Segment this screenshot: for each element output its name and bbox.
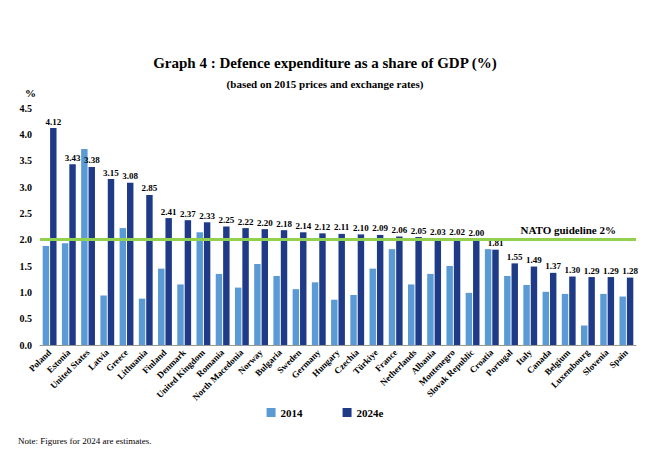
svg-text:France: France xyxy=(373,347,400,374)
svg-text:2.10: 2.10 xyxy=(353,223,369,233)
svg-text:United Kingdom: United Kingdom xyxy=(154,347,207,400)
svg-text:2014: 2014 xyxy=(281,407,304,419)
svg-text:1.5: 1.5 xyxy=(20,261,33,272)
svg-text:2.20: 2.20 xyxy=(257,218,273,228)
svg-text:2.06: 2.06 xyxy=(392,225,408,235)
svg-text:Italy: Italy xyxy=(514,347,534,368)
svg-text:United States: United States xyxy=(48,347,92,391)
svg-text:Belgium: Belgium xyxy=(542,347,573,378)
svg-text:Czechia: Czechia xyxy=(332,347,361,377)
svg-text:(based on 2015 prices and exch: (based on 2015 prices and exchange rates… xyxy=(227,78,424,91)
svg-text:2.5: 2.5 xyxy=(20,208,33,219)
svg-text:1.81: 1.81 xyxy=(487,238,504,249)
svg-text:Spain: Spain xyxy=(607,347,630,370)
svg-text:Hungary: Hungary xyxy=(310,347,342,379)
svg-text:Germany: Germany xyxy=(289,347,323,381)
svg-text:3.5: 3.5 xyxy=(20,155,33,166)
svg-text:%: % xyxy=(25,87,36,99)
svg-text:Montenegro: Montenegro xyxy=(416,347,457,388)
svg-text:Poland: Poland xyxy=(27,347,54,374)
svg-text:Finland: Finland xyxy=(140,347,169,376)
svg-text:2.33: 2.33 xyxy=(199,211,215,221)
svg-text:2.12: 2.12 xyxy=(315,222,331,232)
svg-text:Luxembourg: Luxembourg xyxy=(549,347,592,390)
svg-text:2.22: 2.22 xyxy=(238,217,254,227)
svg-text:Romania: Romania xyxy=(194,347,227,380)
svg-text:2.25: 2.25 xyxy=(218,215,234,225)
svg-text:Norway: Norway xyxy=(236,347,265,377)
svg-text:Estonia: Estonia xyxy=(44,347,73,375)
svg-text:NATO guideline 2%: NATO guideline 2% xyxy=(520,224,616,236)
svg-text:Croatia: Croatia xyxy=(467,347,496,376)
svg-text:4.12: 4.12 xyxy=(45,117,61,127)
svg-text:North Macedonia: North Macedonia xyxy=(191,347,246,402)
svg-text:3.43: 3.43 xyxy=(65,153,81,163)
svg-text:2.02: 2.02 xyxy=(449,227,465,237)
svg-text:Canada: Canada xyxy=(524,347,553,376)
svg-text:1.28: 1.28 xyxy=(622,266,638,276)
svg-text:3.38: 3.38 xyxy=(84,155,100,165)
svg-text:2.85: 2.85 xyxy=(142,183,158,193)
svg-text:Slovenia: Slovenia xyxy=(581,347,611,377)
svg-text:Latvia: Latvia xyxy=(86,347,111,373)
svg-text:Note: Figures for 2024 are est: Note: Figures for 2024 are estimates. xyxy=(18,436,151,446)
svg-text:2.0: 2.0 xyxy=(20,234,33,245)
svg-text:Albania: Albania xyxy=(409,347,438,377)
svg-text:2.11: 2.11 xyxy=(334,222,350,232)
svg-text:Graph 4 : Defence expenditure: Graph 4 : Defence expenditure as a share… xyxy=(153,55,497,72)
svg-text:Sweden: Sweden xyxy=(275,347,304,376)
svg-text:3.15: 3.15 xyxy=(103,168,119,178)
svg-text:1.30: 1.30 xyxy=(565,265,581,275)
svg-text:4.5: 4.5 xyxy=(20,103,33,114)
svg-text:Türkiye: Türkiye xyxy=(351,347,380,376)
svg-text:1.0: 1.0 xyxy=(20,287,33,298)
svg-text:2024e: 2024e xyxy=(357,407,384,419)
svg-text:2.37: 2.37 xyxy=(180,209,196,219)
svg-text:3.0: 3.0 xyxy=(20,182,33,193)
svg-text:2.00: 2.00 xyxy=(468,228,484,238)
svg-text:1.29: 1.29 xyxy=(584,266,600,276)
svg-text:1.55: 1.55 xyxy=(507,252,523,262)
svg-text:Greece: Greece xyxy=(104,347,131,374)
svg-text:4.0: 4.0 xyxy=(20,129,33,140)
svg-text:2.14: 2.14 xyxy=(295,221,311,231)
svg-text:0.0: 0.0 xyxy=(20,340,33,351)
svg-text:1.49: 1.49 xyxy=(526,255,542,265)
svg-text:2.03: 2.03 xyxy=(430,227,446,237)
svg-text:2.05: 2.05 xyxy=(411,226,427,236)
svg-text:2.18: 2.18 xyxy=(276,219,292,229)
svg-text:Slovak Republic: Slovak Republic xyxy=(425,347,476,398)
svg-text:2.09: 2.09 xyxy=(372,223,388,233)
svg-text:3.08: 3.08 xyxy=(122,171,138,181)
svg-text:Denmark: Denmark xyxy=(154,347,188,381)
svg-text:Lithuania: Lithuania xyxy=(115,347,150,382)
svg-text:1.37: 1.37 xyxy=(545,261,561,271)
svg-text:Portugal: Portugal xyxy=(484,347,515,378)
svg-text:1.29: 1.29 xyxy=(603,266,619,276)
svg-text:Netherlands: Netherlands xyxy=(378,347,419,388)
svg-text:0.5: 0.5 xyxy=(20,313,33,324)
svg-text:Bulgaria: Bulgaria xyxy=(253,347,284,379)
svg-text:2.41: 2.41 xyxy=(161,207,177,217)
